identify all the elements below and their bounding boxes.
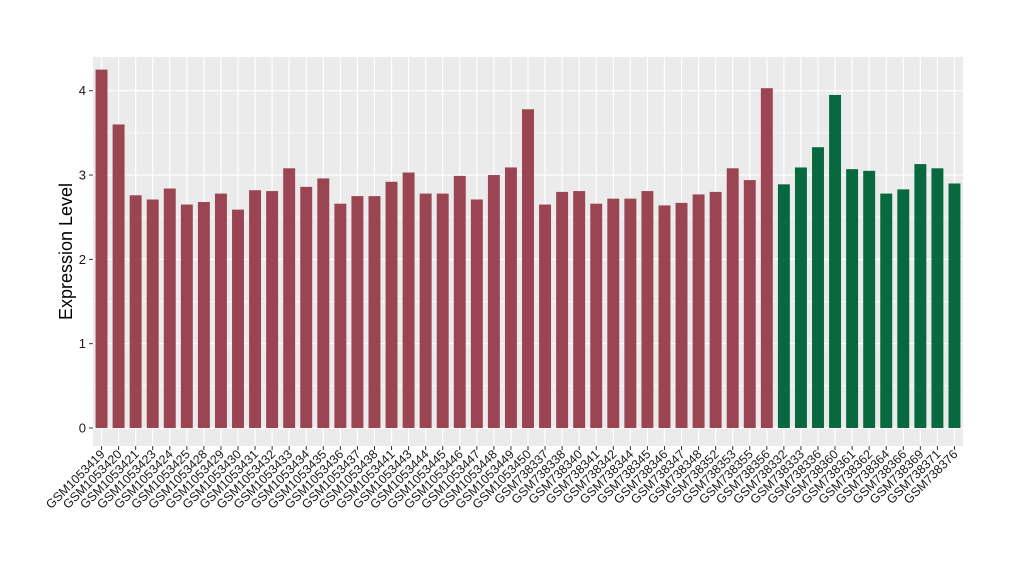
bar-GSM738336: [812, 147, 824, 428]
y-tick-label: 3: [79, 168, 86, 183]
bar-GSM738353: [726, 168, 739, 429]
bar-GSM738348: [692, 194, 705, 428]
y-tick-label: 2: [79, 252, 86, 267]
bar-GSM1053445: [436, 193, 449, 428]
bar-GSM1053448: [487, 175, 500, 428]
y-axis: 0 1 2 3 4: [79, 83, 93, 436]
bar-GSM738355: [743, 180, 756, 428]
y-tick-label: 0: [79, 421, 86, 436]
bar-GSM1053434: [300, 186, 313, 428]
bar-GSM1053443: [402, 172, 415, 428]
bar-GSM738356: [760, 88, 773, 428]
bar-GSM1053449: [504, 167, 517, 428]
bar-GSM1053432: [266, 191, 279, 428]
bar-GSM738344: [624, 198, 637, 428]
bar-GSM738345: [641, 191, 654, 428]
bar-GSM738361: [846, 169, 859, 428]
bar-GSM1053430: [232, 209, 244, 428]
bar-GSM738332: [777, 184, 790, 428]
bar-GSM1053436: [334, 203, 347, 428]
bar-GSM1053425: [180, 204, 193, 428]
bar-GSM738360: [829, 94, 842, 429]
bar-GSM1053420: [112, 124, 125, 429]
bar-GSM738341: [590, 203, 603, 428]
bar-GSM738333: [794, 167, 807, 428]
bar-GSM738376: [948, 183, 961, 428]
bar-GSM1053431: [249, 190, 262, 428]
bar-GSM738342: [607, 198, 620, 428]
bar-GSM738369: [914, 164, 927, 428]
y-tick-label: 4: [79, 83, 86, 98]
bar-GSM738337: [539, 204, 552, 428]
x-axis: GSM1053419GSM1053420GSM1053421GSM1053423…: [43, 446, 961, 512]
bar-GSM738338: [556, 191, 569, 428]
bar-GSM738340: [573, 191, 586, 428]
bar-GSM1053424: [163, 188, 176, 428]
bar-GSM1053433: [283, 168, 296, 429]
bar-GSM738364: [880, 193, 893, 428]
bar-GSM1053419: [95, 69, 108, 428]
bar-GSM738362: [863, 170, 876, 429]
bar-GSM738347: [675, 202, 688, 428]
bar-GSM738366: [897, 189, 910, 428]
y-axis-title: Expression Level: [56, 183, 76, 320]
bar-GSM1053421: [129, 195, 142, 428]
bar-GSM1053435: [317, 178, 330, 428]
bar-GSM1053444: [419, 193, 432, 428]
y-tick-label: 1: [79, 336, 86, 351]
bar-GSM1053437: [351, 196, 364, 428]
bar-GSM1053438: [368, 196, 381, 428]
bars: [95, 69, 961, 429]
bar-GSM1053447: [470, 199, 483, 428]
bar-GSM738346: [658, 205, 671, 428]
bar-GSM1053429: [214, 193, 227, 428]
bar-GSM1053423: [146, 199, 159, 428]
bar-GSM738371: [931, 168, 944, 429]
bar-GSM1053441: [385, 181, 398, 428]
bar-GSM1053450: [522, 109, 534, 428]
bar-GSM738352: [709, 191, 722, 428]
bar-GSM1053428: [197, 202, 210, 428]
bar-GSM1053446: [453, 175, 466, 428]
